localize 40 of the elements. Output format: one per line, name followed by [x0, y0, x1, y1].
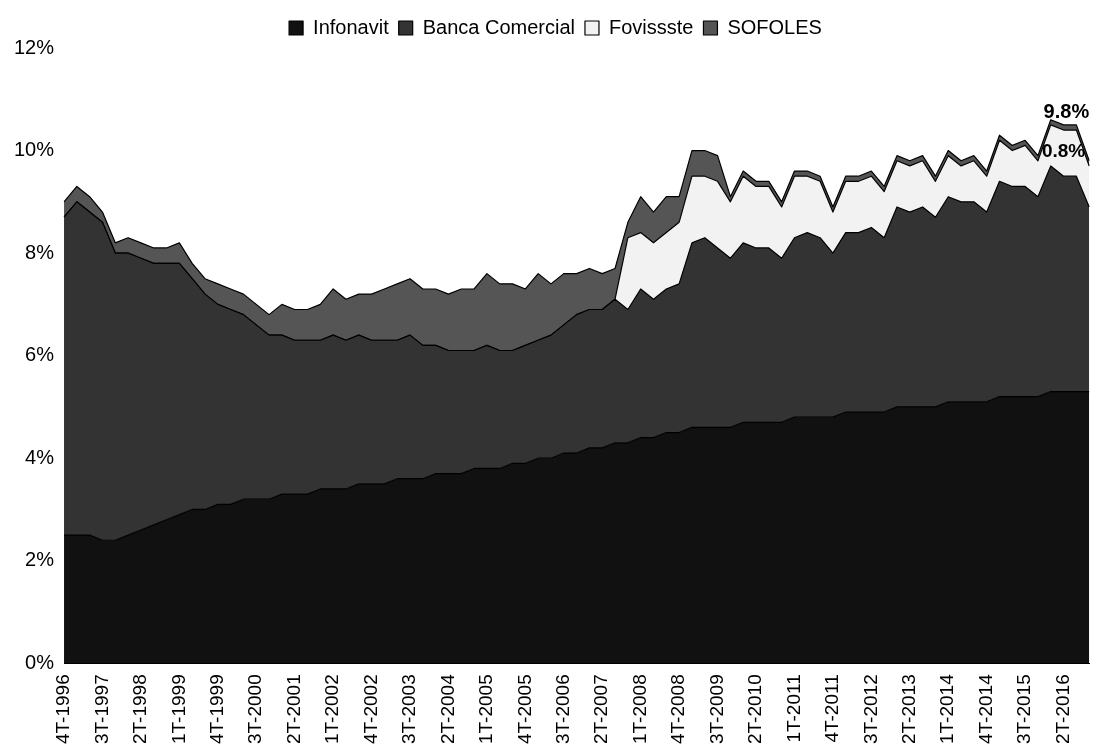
x-tick-label: 3T-2015: [1013, 674, 1035, 745]
x-tick-label: 4T-1999: [206, 674, 228, 745]
x-tick-label: 3T-2006: [552, 674, 574, 745]
x-tick-label: 1T-2011: [782, 674, 804, 743]
x-tick-label: 4T-2002: [359, 674, 381, 745]
x-tick-label: 2T-2004: [436, 673, 458, 745]
legend-label: SOFOLES: [727, 15, 822, 38]
x-tick-label: 2T-2010: [744, 674, 766, 745]
y-tick-label: 10%: [14, 138, 55, 161]
x-tick-label: 3T-2000: [244, 674, 266, 745]
legend-label: Fovissste: [608, 15, 694, 38]
x-tick-label: 3T-2009: [705, 674, 727, 745]
x-tick-label: 4T-2011: [821, 674, 843, 743]
y-tick-label: 6%: [25, 343, 55, 366]
annotation: 0.8%: [1041, 140, 1086, 162]
x-tick-label: 4T-2005: [513, 674, 535, 745]
x-tick-label: 4T-2014: [974, 673, 996, 745]
x-tick-label: 2T-2016: [1051, 674, 1073, 745]
y-tick-label: 4%: [25, 445, 55, 468]
x-tick-label: 2T-2013: [898, 674, 920, 745]
x-tick-label: 1T-2005: [475, 674, 497, 745]
annotation: 9.8%: [1043, 100, 1090, 123]
legend-label: Banca Comercial: [422, 15, 575, 38]
x-tick-label: 3T-2012: [859, 674, 881, 745]
y-tick-label: 0%: [25, 650, 55, 673]
x-tick-label: 3T-2003: [398, 674, 420, 745]
x-tick-label: 3T-1997: [90, 674, 112, 745]
x-tick-label: 1T-2008: [628, 674, 650, 745]
x-tick-label: 4T-1996: [52, 674, 74, 745]
x-tick-label: 1T-2002: [321, 674, 343, 745]
x-tick-label: 2T-1998: [129, 674, 151, 745]
x-tick-label: 2T-2007: [590, 674, 612, 745]
x-tick-label: 2T-2001: [282, 674, 304, 745]
y-tick-label: 8%: [25, 240, 55, 263]
y-tick-label: 2%: [25, 548, 55, 571]
x-tick-label: 1T-2014: [936, 673, 958, 745]
x-tick-label: 4T-2008: [667, 674, 689, 745]
y-tick-label: 12%: [14, 35, 55, 58]
x-tick-label: 1T-1999: [167, 674, 189, 745]
legend-label: Infonavit: [313, 15, 390, 38]
